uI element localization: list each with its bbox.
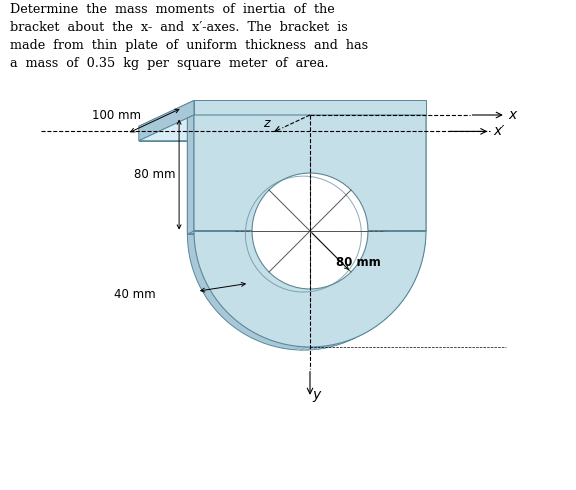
Polygon shape [300, 347, 313, 350]
Polygon shape [417, 249, 425, 259]
Text: x′: x′ [493, 124, 505, 138]
Text: x: x [509, 108, 517, 122]
Polygon shape [331, 342, 343, 347]
Text: 40 mm: 40 mm [114, 288, 156, 301]
Polygon shape [348, 335, 361, 341]
Polygon shape [139, 126, 371, 141]
Polygon shape [371, 100, 426, 141]
Polygon shape [139, 100, 426, 126]
Polygon shape [415, 255, 423, 265]
Polygon shape [365, 326, 377, 332]
Polygon shape [194, 115, 426, 347]
Polygon shape [139, 115, 426, 141]
Text: made  from  thin  plate  of  uniform  thickness  and  has: made from thin plate of uniform thicknes… [10, 39, 368, 52]
Polygon shape [319, 345, 332, 349]
Text: a  mass  of  0.35  kg  per  square  meter  of  area.: a mass of 0.35 kg per square meter of ar… [10, 57, 329, 70]
Text: z: z [263, 117, 270, 130]
Polygon shape [343, 338, 355, 343]
Polygon shape [418, 244, 425, 252]
Polygon shape [187, 115, 194, 234]
Text: 80 mm: 80 mm [134, 168, 175, 181]
Polygon shape [384, 310, 395, 317]
Polygon shape [337, 340, 350, 345]
Polygon shape [306, 346, 319, 350]
Polygon shape [400, 290, 410, 298]
Text: y: y [312, 388, 320, 402]
Polygon shape [370, 322, 382, 329]
Text: Determine  the  mass  moments  of  inertia  of  the: Determine the mass moments of inertia of… [10, 3, 335, 16]
Polygon shape [245, 176, 361, 292]
Polygon shape [252, 173, 368, 289]
Polygon shape [354, 333, 366, 339]
Polygon shape [396, 295, 407, 303]
Polygon shape [419, 237, 426, 246]
Polygon shape [414, 262, 422, 270]
Polygon shape [139, 100, 194, 141]
Polygon shape [294, 346, 307, 350]
Polygon shape [325, 343, 338, 348]
Polygon shape [393, 300, 403, 308]
Polygon shape [403, 285, 413, 293]
Polygon shape [411, 268, 420, 276]
Polygon shape [194, 100, 426, 115]
Polygon shape [187, 118, 419, 350]
Polygon shape [375, 318, 386, 325]
Polygon shape [406, 279, 416, 288]
Polygon shape [409, 273, 418, 282]
Polygon shape [389, 305, 399, 313]
Polygon shape [419, 231, 426, 240]
Polygon shape [380, 314, 391, 321]
Text: 100 mm: 100 mm [92, 109, 141, 122]
Polygon shape [419, 115, 426, 234]
Text: bracket  about  the  x-  and  x′-axes.  The  bracket  is: bracket about the x- and x′-axes. The br… [10, 21, 348, 34]
Text: 80 mm: 80 mm [336, 256, 381, 270]
Polygon shape [359, 329, 372, 336]
Polygon shape [313, 346, 325, 350]
